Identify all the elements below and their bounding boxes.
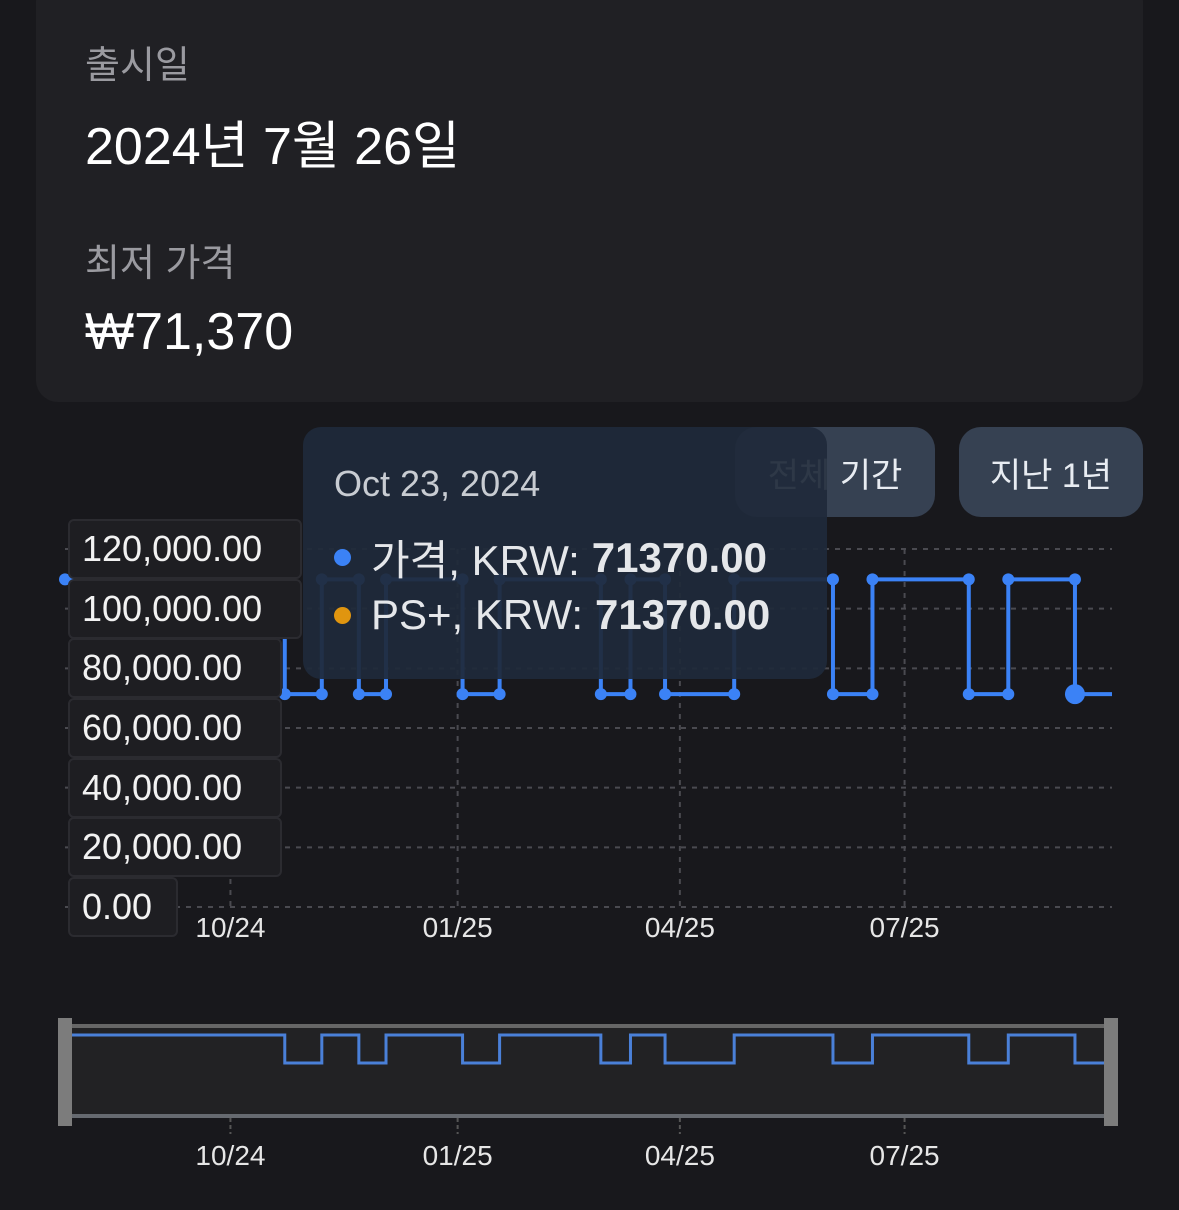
series-dot-icon — [334, 606, 351, 624]
data-point — [866, 688, 879, 701]
x-axis-label: 07/25 — [869, 912, 940, 943]
y-axis-label: 40,000.00 — [68, 757, 282, 818]
data-point — [456, 688, 469, 701]
tooltip: Oct 23, 2024 가격, KRW: 71370.00 PS+, KRW: 7… — [303, 427, 827, 679]
data-point — [315, 688, 328, 701]
y-axis-label: 60,000.00 — [68, 698, 282, 758]
navigator-x-label: 10/24 — [195, 1140, 266, 1171]
data-point — [1002, 688, 1015, 701]
data-point — [826, 688, 839, 701]
series-dot-icon — [334, 549, 351, 566]
info-card — [36, 0, 1143, 402]
lowest-price: ₩71,370 — [85, 303, 294, 361]
release-date: 2024년 7월 26일 — [85, 118, 460, 176]
data-point — [1002, 573, 1015, 586]
data-point — [624, 688, 637, 701]
navigator-area — [65, 1026, 1112, 1116]
navigator-right-handle[interactable] — [1104, 1018, 1118, 1126]
data-point — [1068, 573, 1081, 586]
tooltip-row-price: 가격, KRW: 71370.00 — [334, 527, 767, 588]
data-point — [962, 688, 975, 701]
data-point — [493, 688, 506, 701]
data-point — [380, 688, 393, 701]
data-point — [1064, 684, 1085, 705]
x-axis-label: 10/24 — [195, 912, 266, 943]
x-axis-label: 04/25 — [644, 912, 715, 943]
navigator-x-label: 04/25 — [644, 1140, 715, 1171]
y-axis-label: 120,000.00 — [68, 519, 302, 579]
navigator-x-label: 07/25 — [869, 1140, 940, 1171]
release-label: 출시일 — [85, 45, 190, 87]
tooltip-value: 71370.00 — [595, 591, 771, 638]
tooltip-value: 71370.00 — [591, 533, 767, 581]
data-point — [866, 573, 879, 586]
navigator-left-handle[interactable] — [58, 1018, 72, 1126]
data-point — [659, 688, 672, 701]
y-axis-label: 0.00 — [68, 877, 178, 937]
lowest-price-label: 최저 가격 — [85, 243, 236, 285]
tooltip-series-name: 가격, KRW: — [371, 537, 580, 584]
tooltip-row-psplus: PS+, KRW: 71370.00 — [334, 591, 770, 639]
data-point — [594, 688, 607, 701]
y-axis-label: 80,000.00 — [68, 638, 282, 699]
tooltip-date: Oct 23, 2024 — [334, 463, 541, 504]
data-point — [728, 688, 741, 701]
tooltip-series-name: PS+, KRW: — [371, 591, 584, 638]
range-last-year-button[interactable]: 지난 1년 — [959, 427, 1143, 517]
navigator-x-label: 01/25 — [422, 1140, 493, 1171]
data-point — [826, 573, 839, 586]
x-axis-label: 01/25 — [422, 912, 493, 943]
y-axis-label: 20,000.00 — [68, 817, 282, 878]
data-point — [352, 688, 365, 701]
navigator-line — [65, 1033, 1112, 1065]
y-axis-label: 100,000.00 — [68, 578, 302, 639]
data-point — [962, 573, 975, 586]
